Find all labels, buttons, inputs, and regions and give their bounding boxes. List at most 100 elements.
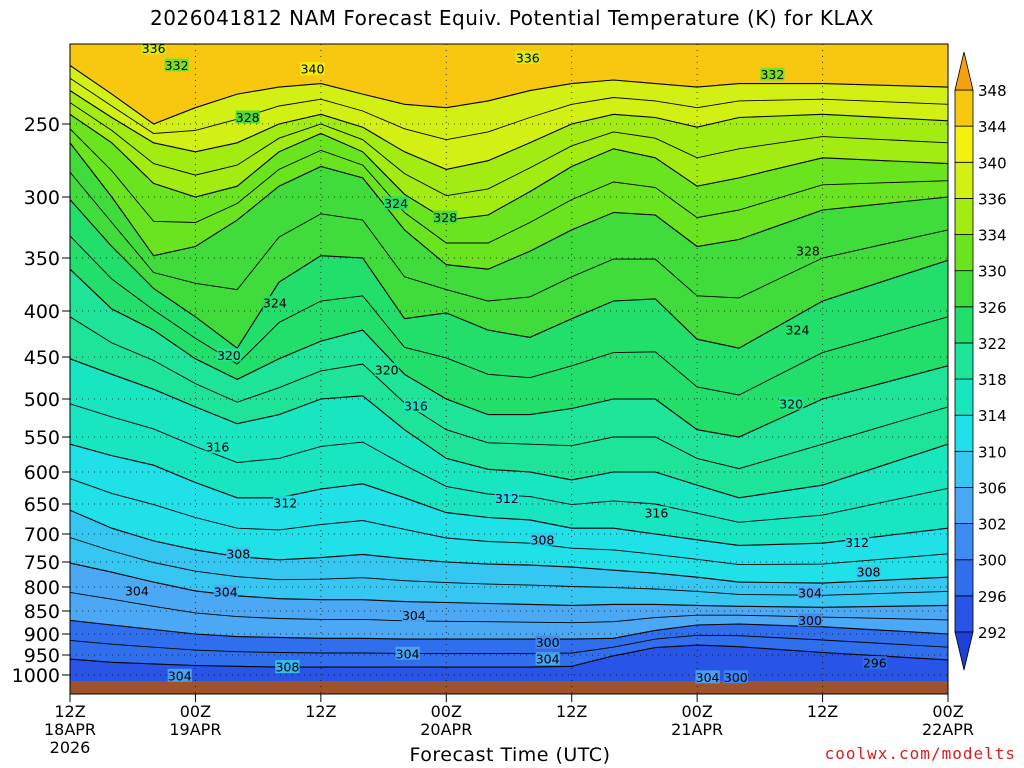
contour-label: 300 xyxy=(723,670,748,685)
contour-label: 320 xyxy=(374,363,399,378)
colorbar-segment xyxy=(954,414,974,452)
contour-label-bg xyxy=(395,646,420,660)
plot-area: 336 332 340 336 332 328 324 328 328 324 324 320 320 3… xyxy=(70,41,948,694)
contour-label-bg xyxy=(723,670,748,684)
colorbar-label: 348 xyxy=(978,82,1007,100)
contour-label-text: 300 xyxy=(798,613,822,628)
contour-label: 308 xyxy=(226,546,251,561)
contour-label-bg xyxy=(797,585,823,599)
colorbar-label: 292 xyxy=(978,624,1007,642)
contour-line xyxy=(70,644,948,668)
contour-label-bg xyxy=(262,295,287,309)
contour-label: 328 xyxy=(433,210,458,225)
contour-label-text: 304 xyxy=(214,584,238,599)
contour-label-text: 316 xyxy=(205,440,229,455)
contour-label-text: 316 xyxy=(404,399,428,414)
colorbar-segment xyxy=(954,342,974,380)
colorbar-segment xyxy=(954,559,974,597)
contour-line xyxy=(70,619,948,640)
contour-line xyxy=(70,537,948,596)
contour-label-bg xyxy=(403,399,429,413)
contour-label: 304 xyxy=(395,646,420,661)
contour-label-text: 312 xyxy=(495,491,519,506)
contour-label-text: 308 xyxy=(531,532,555,547)
contour-label-bg xyxy=(779,396,804,410)
contour-label-bg xyxy=(213,584,238,598)
colorbar-segment xyxy=(954,378,974,416)
contour-label-bg xyxy=(401,608,426,622)
contour-label: 304 xyxy=(213,584,238,599)
contour-label: 312 xyxy=(844,535,870,550)
contour-line xyxy=(70,171,948,302)
colorbar-label: 314 xyxy=(978,407,1007,425)
contour-label-bg xyxy=(273,495,298,509)
chart-title: 2026041812 NAM Forecast Equiv. Potential… xyxy=(150,6,874,30)
contour-label: 304 xyxy=(695,670,720,685)
colorbar-segment xyxy=(954,197,974,235)
colorbar-segment xyxy=(954,125,974,163)
pressure-axis: 2503003504004505005506006507007508008509… xyxy=(12,114,70,687)
contour-label-bg xyxy=(530,532,555,546)
contour-label-text: 308 xyxy=(275,660,299,675)
contour-label-text: 336 xyxy=(516,50,540,65)
contour-label-text: 320 xyxy=(375,363,399,378)
contour-label-bg xyxy=(760,67,785,81)
y-tick-label: 900 xyxy=(24,624,60,646)
colorbar-label: 322 xyxy=(978,335,1007,353)
contour-label-bg xyxy=(535,652,560,666)
contour-line xyxy=(70,65,948,125)
y-tick-label: 550 xyxy=(24,427,60,449)
colorbar-segment xyxy=(954,161,974,199)
ground-strip xyxy=(70,681,948,694)
x-tick-label: 20APR xyxy=(420,720,472,739)
x-tick-label: 00Z xyxy=(681,702,712,721)
contour-label-text: 304 xyxy=(396,646,420,661)
contour-label: 316 xyxy=(205,440,230,455)
colorbar: 348 344 340 336 334 330 326 322 318 314 310 306 302 3… xyxy=(954,51,1007,671)
colorbar-segment xyxy=(954,595,974,633)
x-tick-label: 18APR xyxy=(44,720,96,739)
contour-label-text: 304 xyxy=(168,668,192,683)
y-tick-label: 1000 xyxy=(12,665,60,687)
y-tick-label: 400 xyxy=(24,301,60,323)
contour-label-bg xyxy=(300,62,325,76)
contour-label-text: 336 xyxy=(142,41,166,56)
x-tick-label: 19APR xyxy=(169,720,221,739)
contour-label: 300 xyxy=(535,635,560,650)
contour-label-text: 304 xyxy=(798,585,822,600)
contour-label-text: 308 xyxy=(226,546,250,561)
contour-label-bg xyxy=(862,656,887,670)
contour-label-text: 332 xyxy=(165,58,189,73)
contour-label-text: 320 xyxy=(779,396,803,411)
contour-label: 308 xyxy=(530,532,555,547)
x-tick-label: 21APR xyxy=(671,720,723,739)
contour-label-text: 328 xyxy=(796,244,820,259)
colorbar-label: 326 xyxy=(978,299,1007,317)
contour-label-bg xyxy=(795,244,821,258)
colorbar-segment xyxy=(954,306,974,344)
x-tick-label: 00Z xyxy=(180,702,211,721)
shaded-bands xyxy=(70,44,948,694)
contour-label-bg xyxy=(235,110,260,124)
contour-label-bg xyxy=(124,583,149,597)
contour-label-text: 328 xyxy=(433,210,457,225)
colorbar-label: 300 xyxy=(978,552,1007,570)
contour-label: 312 xyxy=(494,491,520,506)
contour-label-text: 324 xyxy=(263,295,287,310)
contour-label: 316 xyxy=(403,399,429,414)
contour-label: 328 xyxy=(795,244,821,259)
contour-label-text: 308 xyxy=(857,565,881,580)
x-axis-label: Forecast Time (UTC) xyxy=(409,744,611,766)
credit-text: coolwx.com/modelts xyxy=(824,744,1016,763)
contour-line xyxy=(70,478,948,566)
contour-label: 296 xyxy=(862,656,887,671)
contour-label-text: 304 xyxy=(402,608,426,623)
contour-labels: 336 332 340 336 332 328 324 328 328 324 324 320 320 3… xyxy=(124,41,887,685)
x-tick-label: 22APR xyxy=(922,720,974,739)
contour-label-bg xyxy=(226,546,251,560)
contour-label: 336 xyxy=(141,41,166,56)
contour-label: 324 xyxy=(785,323,810,338)
y-tick-label: 700 xyxy=(24,524,60,546)
y-tick-label: 600 xyxy=(24,462,60,484)
contour-label-text: 300 xyxy=(536,635,560,650)
